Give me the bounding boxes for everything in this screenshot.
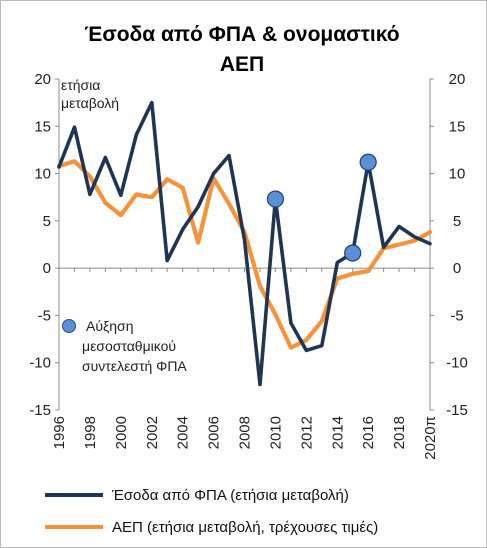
x-tick-label: 2006 xyxy=(206,416,223,449)
x-tick-label: 2018 xyxy=(391,416,408,449)
x-tick-label: 2000 xyxy=(113,416,130,449)
x-tick-label: 1996 xyxy=(51,416,68,449)
x-tick-label: 2020π xyxy=(422,416,439,460)
y-tick-label-right: 15 xyxy=(449,118,466,135)
x-tick-label: 2012 xyxy=(298,416,315,449)
y-tick-label-right: -15 xyxy=(446,402,468,419)
y-tick-label-right: -10 xyxy=(446,355,468,372)
y-tick-label-left: -15 xyxy=(29,402,51,419)
x-tick-label: 2002 xyxy=(144,416,161,449)
y-tick-label-left: 20 xyxy=(34,71,51,88)
y-tick-label-left: 5 xyxy=(43,213,51,230)
marker-legend-icon xyxy=(62,319,76,333)
legend-label-gdp: ΑΕΠ (ετήσια μεταβολή, τρέχουσες τιμές) xyxy=(112,519,378,536)
y-tick-label-right: -5 xyxy=(450,307,463,324)
vat-rate-increase-marker xyxy=(359,153,377,171)
marker-legend-label-line1: Αύξηση xyxy=(86,318,133,334)
y-tick-label-left: 15 xyxy=(34,118,51,135)
y-tick-label-left: -5 xyxy=(38,307,51,324)
x-tick-label: 1998 xyxy=(82,416,99,449)
marker-legend-label-line3: συντελεστή ΦΠΑ xyxy=(82,358,187,374)
y-axis-label-line1: ετήσια xyxy=(61,77,100,93)
vat-rate-increase-marker xyxy=(266,190,285,208)
chart-title-line2: ΑΕΠ xyxy=(220,53,264,76)
y-tick-label-right: 10 xyxy=(449,166,466,183)
y-tick-label-left: 0 xyxy=(43,260,51,277)
y-tick-label-right: 0 xyxy=(453,260,461,277)
marker-legend-label-line2: μεσοσταθμικού xyxy=(82,338,176,354)
x-tick-label: 2014 xyxy=(329,416,346,449)
chart-title-line1: Έσοδα από ΦΠΑ & ονομαστικό xyxy=(84,23,399,46)
marker-layer xyxy=(266,153,377,262)
y-tick-label-right: 5 xyxy=(453,213,461,230)
y-tick-label-left: 10 xyxy=(34,166,51,183)
x-tick-label: 2016 xyxy=(360,416,377,449)
y-axis-label-line2: μεταβολή xyxy=(61,95,119,111)
y-tick-label-left: -10 xyxy=(29,355,51,372)
x-tick-label: 2008 xyxy=(237,416,254,449)
x-tick-label: 2004 xyxy=(175,416,192,449)
vat-rate-increase-marker xyxy=(344,244,362,262)
y-tick-label-right: 20 xyxy=(449,71,466,88)
x-tick-label: 2010 xyxy=(267,416,284,449)
legend-label-vat: Έσοδα από ΦΠΑ (ετήσια μεταβολή) xyxy=(111,487,349,504)
